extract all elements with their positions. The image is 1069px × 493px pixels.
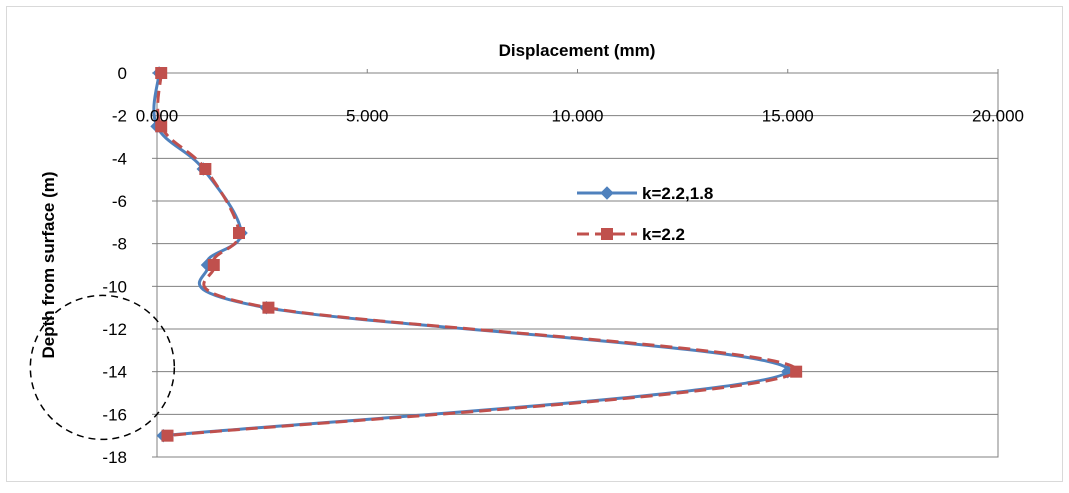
series-2-point xyxy=(790,365,803,378)
x-tick-label: 5.000 xyxy=(346,107,389,126)
annotations xyxy=(29,294,176,441)
x-tick-label: 15.000 xyxy=(762,107,814,126)
x-tick-label: 20.000 xyxy=(972,107,1024,126)
y-tick-label: -2 xyxy=(112,107,127,126)
series-2-point xyxy=(155,120,168,133)
series-2-point xyxy=(199,163,212,175)
y-tick-label: -16 xyxy=(102,405,127,424)
series-2-point xyxy=(161,429,174,442)
legend-marker-2 xyxy=(601,228,613,240)
axis-labels: 0 -2 -4 -6 -8 -10 -12 -14 -16 -18 0.000 5.000 10.000… xyxy=(102,64,1024,467)
legend-label-1: k=2.2,1.8 xyxy=(642,184,713,203)
series-2-point xyxy=(207,259,220,271)
legend-label-2: k=2.2 xyxy=(642,225,685,244)
dashed-circle-annotation xyxy=(29,294,176,441)
y-tick-label: -8 xyxy=(112,235,127,254)
x-tick-label: 10.000 xyxy=(552,107,604,126)
series-2-point xyxy=(232,227,245,239)
series-lines xyxy=(150,66,803,443)
chart-title: Displacement (mm) xyxy=(499,41,656,60)
y-axis-title: Depth from surface (m) xyxy=(39,171,58,358)
y-tick-label: -6 xyxy=(112,192,127,211)
y-tick-label: -4 xyxy=(112,149,127,168)
y-tick-label: -10 xyxy=(102,277,127,296)
y-tick-label: -12 xyxy=(102,320,127,339)
legend: k=2.2,1.8 k=2.2 xyxy=(577,184,713,244)
series-line-2 xyxy=(156,72,798,438)
y-tick-label: -14 xyxy=(102,363,127,382)
grid-lines xyxy=(152,69,999,458)
y-tick-label: 0 xyxy=(118,64,127,83)
legend-marker-1 xyxy=(600,186,614,200)
y-tick-label: -18 xyxy=(102,448,127,467)
series-2-point xyxy=(262,301,275,314)
series-2-point xyxy=(155,67,168,79)
x-tick-label: 0.000 xyxy=(136,107,179,126)
